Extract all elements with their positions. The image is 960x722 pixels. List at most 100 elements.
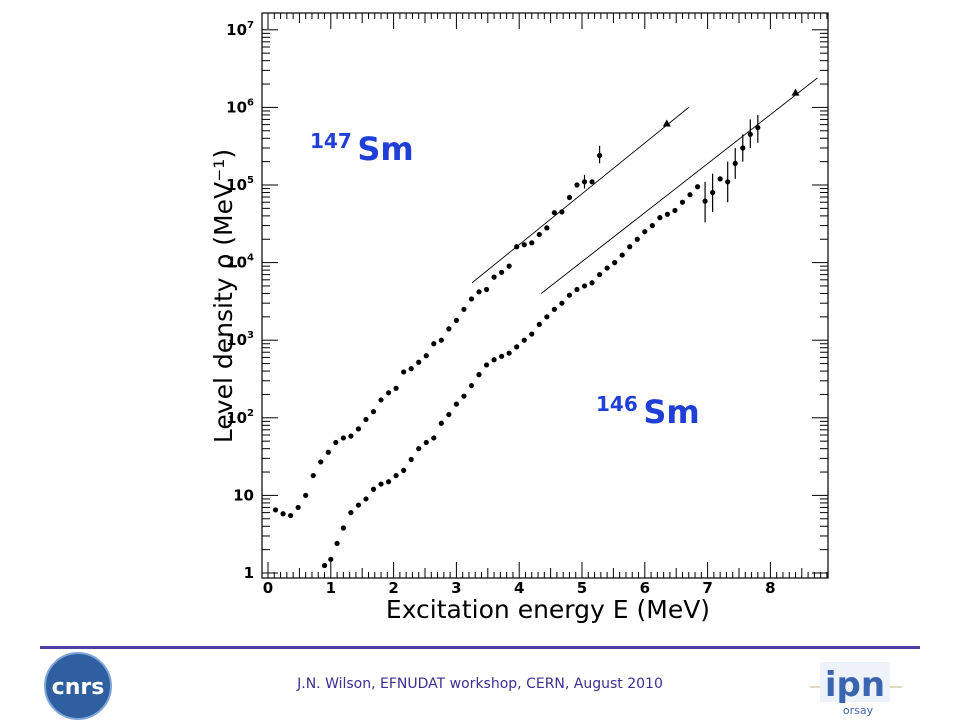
data-point-146sm [378,481,384,487]
data-point-146sm [725,179,731,185]
cnrs-logo: cnrs [44,652,112,720]
data-point-147sm [416,359,422,365]
ipn-orsay-logo: ipn orsay [810,662,902,717]
anchor-point-147sm [662,119,671,127]
data-point-146sm [521,337,527,343]
data-point-146sm [483,362,490,368]
data-point-147sm [340,435,346,441]
data-point-147sm [280,511,286,517]
cnrs-logo-text: cnrs [52,675,105,700]
x-tick-labels: 0 1 2 3 4 5 6 7 8 [263,579,776,597]
data-point-146sm [506,350,512,356]
data-point-147sm [408,366,414,372]
data-point-147sm [491,274,497,280]
series-label-146sm-mass: 146 [596,392,638,416]
data-point-146sm [340,525,346,531]
error-bars [583,114,759,223]
data-point-146sm [544,314,550,320]
data-point-146sm [679,199,686,205]
anchor-point-146sm [791,88,800,96]
data-point-147sm [461,306,467,312]
data-point-147sm [581,179,588,185]
data-point-146sm [536,321,542,327]
data-point-146sm [755,124,761,131]
data-point-147sm [318,459,324,465]
y-axis-title: Level density ρ (MeV⁻¹) [209,149,238,443]
data-point-147sm [303,492,309,498]
data-point-146sm [642,229,648,235]
data-point-147sm [514,244,520,250]
x-axis-title: Excitation energy E (MeV) [386,595,710,624]
series-label-147sm-element: Sm [357,130,413,168]
data-point-146sm [740,145,746,151]
data-point-147sm [521,242,527,248]
data-point-147sm [385,390,392,396]
data-point-146sm [657,215,663,221]
data-point-146sm [401,467,407,473]
x-tick-label: 1 [326,579,336,597]
y-tick-label: 105 [226,175,254,194]
data-point-146sm [514,344,520,350]
data-point-146sm [468,382,475,389]
data-point-146sm [370,486,377,492]
data-point-146sm [431,435,437,441]
data-point-146sm [393,472,399,479]
data-point-147sm [453,317,459,323]
data-point-146sm [672,207,678,214]
data-point-147sm [348,433,354,439]
data-point-146sm [355,502,362,508]
data-point-146sm [438,420,444,426]
x-tick-label: 5 [577,579,587,597]
x-tick-label: 3 [451,579,461,597]
data-point-147sm [370,409,377,415]
data-point-146sm [694,184,701,190]
data-point-146sm [385,479,392,485]
data-point-147sm [476,289,482,295]
footer-citation: J.N. Wilson, EFNUDAT workshop, CERN, Aug… [297,676,663,692]
data-point-147sm [529,240,535,246]
series-label-146sm-element: Sm [643,393,699,431]
data-point-147sm [295,504,301,511]
y-tick-label: 107 [226,20,254,39]
data-point-146sm [627,244,633,250]
data-point-146sm [687,192,693,198]
data-point-146sm [634,236,640,242]
data-point-146sm [423,439,429,446]
data-point-146sm [334,540,340,547]
data-point-146sm [747,131,753,137]
data-point-146sm [446,411,452,418]
fit-lines [471,77,818,294]
data-point-146sm [453,401,459,407]
orsay-logo-text: orsay [843,704,874,717]
data-point-146sm [702,198,708,204]
data-point-147sm [310,472,316,479]
data-point-147sm [272,507,279,513]
data-point-146sm [566,292,573,298]
data-point-146sm [649,222,655,229]
data-point-147sm [566,194,573,201]
data-point-147sm [468,296,475,302]
data-point-147sm [446,326,452,332]
data-point-146sm [499,353,505,359]
data-point-146sm [408,456,414,463]
data-point-146sm [461,393,467,399]
data-point-147sm [499,269,505,275]
data-point-146sm [589,280,595,286]
data-point-146sm [328,556,334,562]
x-tick-label: 6 [640,579,650,597]
plot-frame [261,12,829,579]
data-point-147sm [423,353,429,359]
data-point-146sm [619,252,625,258]
data-point-147sm [483,286,490,293]
series-label-147sm: 147 Sm [310,129,414,168]
x-tick-label: 7 [702,579,712,597]
series-label-146sm: 146 Sm [596,392,700,431]
data-point-147sm [355,426,362,432]
series-label-147sm-mass: 147 [310,129,352,153]
fit-line-146sm [540,77,818,294]
footer-divider [40,646,920,649]
data-point-146sm [581,283,588,289]
data-point-147sm [431,341,437,347]
data-point-147sm [401,369,407,375]
